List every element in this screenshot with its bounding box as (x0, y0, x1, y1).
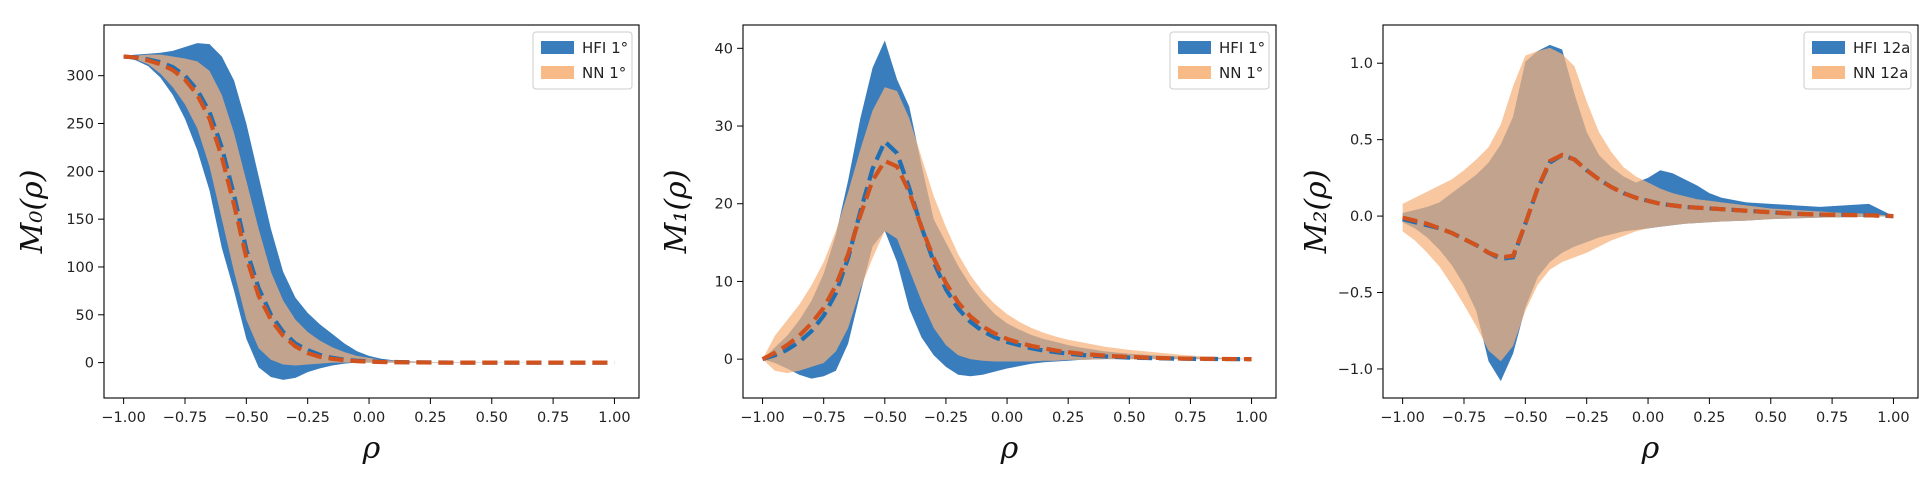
x-tick-label: 0.00 (1632, 410, 1664, 426)
chart-panel-1: −1.00 −0.75 −0.50 −0.25 0.00 0.25 0.50 0.75 1.00… (659, 24, 1277, 466)
plot-area (1402, 44, 1894, 382)
legend-swatch-1 (1178, 66, 1211, 79)
mean-line-series-1 (1402, 152, 1894, 260)
x-tick-label: 0.25 (1693, 410, 1725, 426)
legend-label-1: NN 1° (1219, 64, 1263, 82)
y-axis-label: M₀(ρ) (15, 170, 50, 255)
x-tick-label: 0.75 (1816, 410, 1848, 426)
legend-swatch-0 (1812, 41, 1845, 54)
x-tick-label: 0.50 (1113, 410, 1145, 426)
x-tick-label: −0.75 (1442, 410, 1486, 426)
x-tick-label: 0.00 (353, 410, 385, 426)
x-tick-label: −0.50 (1503, 410, 1547, 426)
y-tick-label: −0.5 (1338, 286, 1373, 302)
x-tick-label: −0.50 (224, 410, 268, 426)
legend: HFI 12a NN 12a (1803, 31, 1912, 90)
x-tick-label: 0.25 (1052, 410, 1084, 426)
x-tick-label: 0.50 (476, 410, 508, 426)
x-tick-label: 0.00 (991, 410, 1023, 426)
chart-panel-0: −1.00 −0.75 −0.50 −0.25 0.00 0.25 0.50 0.75 1.00… (15, 24, 640, 466)
legend-swatch-1 (1812, 66, 1845, 79)
band-series-1 (762, 87, 1252, 374)
mean-line-series-1 (761, 158, 1252, 362)
legend-label-0: HFI 1° (1219, 39, 1265, 57)
legend-label-1: NN 1° (582, 64, 626, 82)
y-tick-label: 0 (724, 352, 733, 368)
legend: HFI 1° NN 1° (1169, 31, 1270, 90)
x-tick-label: 1.00 (1235, 410, 1267, 426)
y-tick-label: 150 (66, 212, 94, 228)
legend-swatch-1 (541, 66, 574, 79)
chart-panel-2: −1.00 −0.75 −0.50 −0.25 0.00 0.25 0.50 0.75 1.00… (1299, 24, 1919, 466)
legend-label-0: HFI 1° (582, 39, 628, 57)
y-tick-label: 30 (715, 119, 733, 135)
mean-line-series-1 (123, 54, 615, 365)
legend-label-1: NN 12a (1853, 64, 1909, 82)
y-tick-label: 40 (715, 41, 733, 57)
legend-label-0: HFI 12a (1853, 39, 1910, 57)
x-tick-label: 0.75 (537, 410, 569, 426)
x-tick-label: −0.50 (863, 410, 907, 426)
y-tick-label: 100 (66, 260, 94, 276)
x-tick-label: 1.00 (598, 410, 630, 426)
mean-line-series-0 (123, 54, 615, 365)
x-tick-label: −1.00 (101, 410, 145, 426)
x-tick-label: −0.25 (924, 410, 968, 426)
x-axis-label: ρ (362, 431, 381, 466)
band-series-1 (123, 54, 615, 366)
x-tick-label: 0.75 (1174, 410, 1206, 426)
axes-frame (1382, 24, 1919, 399)
legend: HFI 1° NN 1° (532, 31, 633, 90)
x-tick-label: 0.25 (414, 410, 446, 426)
y-tick-label: 0 (85, 356, 94, 372)
axes-frame (742, 24, 1277, 399)
y-tick-label: 0.5 (1350, 133, 1373, 149)
x-tick-label: −0.25 (285, 410, 329, 426)
plot-area (761, 40, 1252, 379)
x-tick-label: −1.00 (740, 410, 784, 426)
axes-frame (103, 24, 640, 399)
legend-swatch-0 (1178, 41, 1211, 54)
x-tick-label: −1.00 (1380, 410, 1424, 426)
x-tick-label: −0.75 (801, 410, 845, 426)
y-tick-label: 200 (66, 164, 94, 180)
y-tick-label: 20 (715, 197, 733, 213)
y-tick-label: 1.0 (1350, 56, 1373, 72)
x-axis-label: ρ (1000, 431, 1019, 466)
band-series-1 (1402, 47, 1894, 362)
x-axis-label: ρ (1641, 431, 1660, 466)
x-tick-label: 0.50 (1755, 410, 1787, 426)
y-tick-label: 50 (76, 308, 94, 324)
y-axis-label: M₁(ρ) (659, 170, 694, 255)
y-tick-label: 10 (715, 274, 733, 290)
y-axis-label: M₂(ρ) (1299, 170, 1334, 255)
x-tick-label: 1.00 (1877, 410, 1909, 426)
y-tick-label: −1.0 (1338, 362, 1373, 378)
x-tick-label: −0.25 (1564, 410, 1608, 426)
legend-swatch-0 (541, 41, 574, 54)
y-tick-label: 0.0 (1350, 209, 1373, 225)
y-tick-label: 300 (66, 69, 94, 85)
y-tick-label: 250 (66, 117, 94, 133)
x-tick-label: −0.75 (163, 410, 207, 426)
plot-area (123, 43, 615, 380)
